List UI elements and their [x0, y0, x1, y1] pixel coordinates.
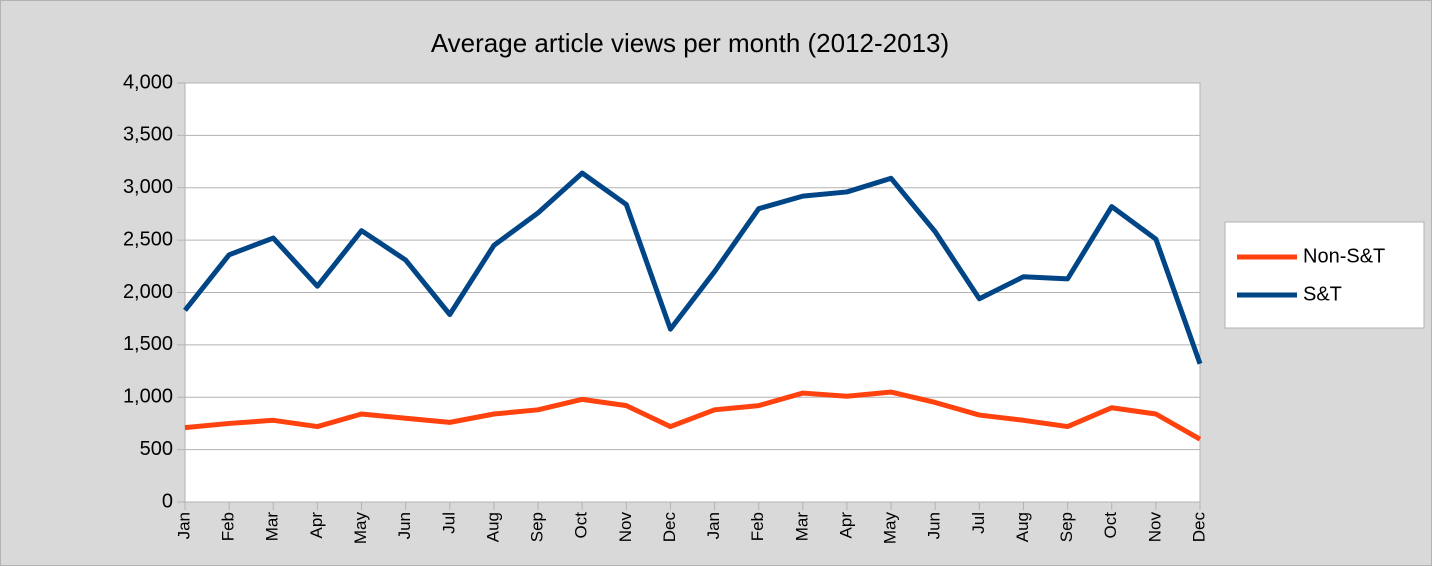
- x-tick-label: Jul: [969, 512, 988, 534]
- x-tick-label: Mar: [792, 512, 811, 542]
- x-tick-label: May: [881, 512, 900, 545]
- y-tick-label: 3,000: [123, 176, 173, 198]
- x-tick-label: Dec: [660, 512, 679, 543]
- y-tick-label: 1,000: [123, 386, 173, 408]
- x-tick-label: May: [351, 512, 370, 545]
- chart-title: Average article views per month (2012-20…: [431, 28, 949, 58]
- y-tick-label: 4,000: [123, 71, 173, 93]
- x-tick-label: Jan: [704, 512, 723, 539]
- y-tick-label: 3,500: [123, 124, 173, 146]
- x-tick-label: Sep: [528, 512, 547, 542]
- y-tick-label: 500: [140, 438, 173, 460]
- x-tick-label: Nov: [616, 512, 635, 543]
- x-tick-label: Jun: [395, 512, 414, 539]
- x-tick-label: Apr: [836, 512, 855, 539]
- x-tick-label: Mar: [263, 512, 282, 542]
- x-tick-label: Feb: [219, 512, 238, 541]
- x-tick-label: Feb: [748, 512, 767, 541]
- x-tick-label: Aug: [483, 512, 502, 542]
- x-tick-label: Jul: [439, 512, 458, 534]
- y-tick-label: 2,000: [123, 281, 173, 303]
- y-tick-label: 0: [162, 490, 173, 512]
- legend-label: Non-S&T: [1303, 245, 1385, 267]
- x-tick-label: Aug: [1013, 512, 1032, 542]
- legend-box: [1224, 221, 1425, 329]
- x-tick-label: Nov: [1145, 512, 1164, 543]
- series-line: [183, 170, 1203, 365]
- x-tick-label: Oct: [1101, 512, 1120, 539]
- x-tick-label: Apr: [307, 512, 326, 539]
- y-tick-label: 2,500: [123, 228, 173, 250]
- y-tick-label: 1,500: [123, 333, 173, 355]
- x-tick-label: Dec: [1189, 512, 1208, 543]
- series-line: [184, 389, 1202, 442]
- x-tick-label: Jun: [925, 512, 944, 539]
- x-tick-label: Sep: [1057, 512, 1076, 542]
- x-tick-label: Oct: [572, 512, 591, 539]
- legend-label: S&T: [1303, 283, 1342, 305]
- x-tick-label: Jan: [174, 512, 193, 539]
